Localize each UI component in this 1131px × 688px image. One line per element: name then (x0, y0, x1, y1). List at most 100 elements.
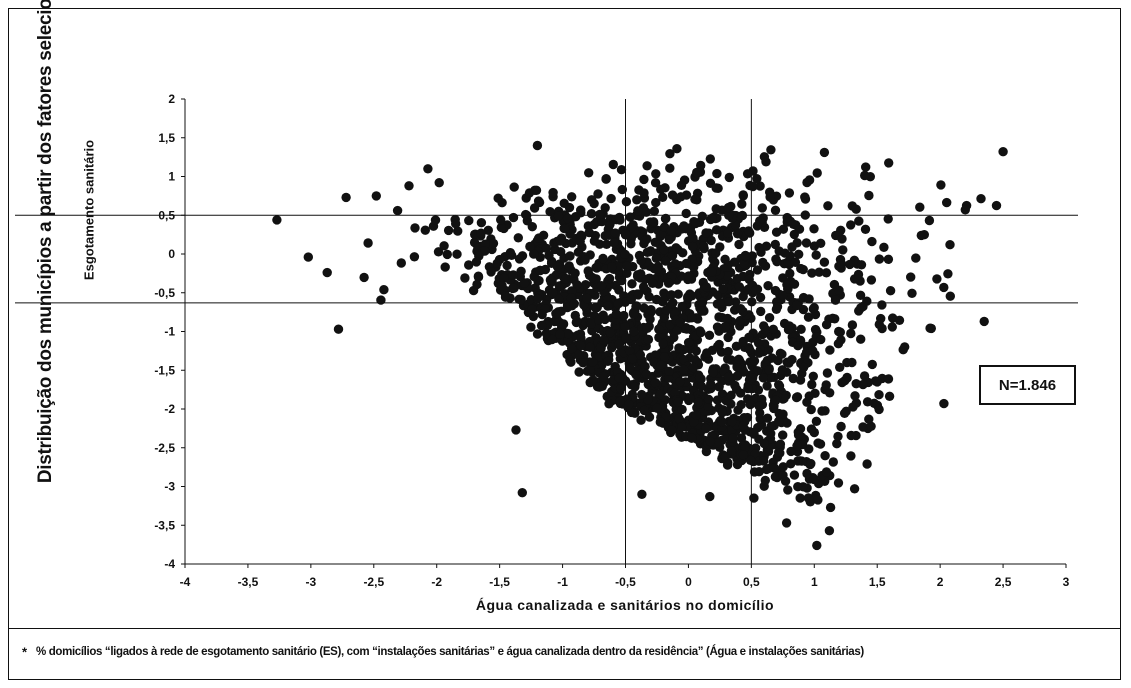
data-point (906, 272, 916, 282)
data-point (939, 398, 949, 409)
data-point (666, 225, 677, 236)
data-point (392, 205, 403, 216)
data-point (548, 288, 558, 298)
data-point (691, 346, 701, 356)
data-point (563, 328, 573, 339)
data-point (672, 325, 683, 335)
data-point (599, 335, 609, 345)
data-point (675, 377, 685, 387)
data-point (976, 194, 986, 204)
data-point (860, 224, 871, 234)
data-point (736, 304, 746, 314)
data-point (791, 300, 802, 311)
data-point (711, 225, 722, 235)
data-point (658, 339, 668, 349)
data-point (847, 357, 857, 368)
data-point (874, 390, 884, 400)
data-point (601, 239, 612, 249)
data-point (548, 187, 558, 198)
data-point (591, 262, 601, 273)
data-point (630, 382, 640, 392)
data-point (759, 438, 769, 449)
data-point (625, 212, 635, 222)
data-point (712, 168, 722, 179)
data-point (757, 203, 767, 213)
data-point (613, 299, 623, 309)
data-point (781, 518, 792, 528)
data-point (774, 447, 784, 457)
data-point (620, 322, 630, 332)
data-point (642, 247, 652, 257)
data-point (804, 175, 815, 185)
data-point (651, 197, 661, 208)
data-point (743, 383, 753, 394)
data-point (663, 278, 674, 288)
data-point (752, 174, 762, 184)
data-point (595, 342, 606, 353)
data-point (789, 470, 800, 480)
data-point (711, 204, 721, 214)
data-point (600, 314, 610, 325)
data-point (727, 416, 737, 427)
y-tick-label: 0,5 (158, 208, 175, 222)
data-point (409, 252, 420, 262)
data-point (864, 414, 874, 424)
data-point (492, 258, 502, 268)
data-point (496, 222, 506, 233)
data-point (552, 262, 563, 272)
data-point (874, 254, 885, 264)
data-point (589, 236, 600, 246)
data-point (588, 375, 598, 385)
data-point (786, 446, 796, 457)
data-point (809, 474, 819, 485)
data-point (798, 362, 809, 373)
data-point (572, 316, 582, 326)
data-point (747, 251, 757, 261)
data-point (722, 271, 732, 281)
data-point (734, 282, 745, 292)
data-point (622, 268, 632, 278)
data-point (756, 306, 766, 317)
data-point (838, 245, 848, 255)
data-point (606, 193, 616, 204)
data-point (560, 274, 571, 284)
data-point (853, 269, 864, 280)
data-point (701, 423, 711, 434)
footnote-divider (8, 628, 1121, 629)
y-tick-label: 1,5 (158, 131, 175, 145)
data-point (614, 212, 625, 223)
data-point (849, 484, 860, 494)
data-point (569, 299, 579, 309)
data-point (644, 292, 654, 302)
data-point (371, 191, 381, 201)
data-point (667, 299, 677, 309)
data-point (586, 319, 596, 329)
data-point (576, 333, 586, 343)
data-point (755, 292, 766, 303)
data-point (640, 235, 650, 246)
data-point (861, 162, 871, 172)
data-point (876, 313, 886, 324)
data-point (473, 271, 484, 281)
data-point (525, 241, 535, 252)
data-point (777, 365, 788, 375)
data-point (732, 362, 742, 372)
data-point (649, 206, 659, 216)
x-tick-label: -3 (306, 575, 317, 589)
data-point (707, 267, 717, 277)
data-point (688, 362, 699, 373)
data-point (817, 406, 827, 416)
data-point (804, 391, 814, 401)
data-point (778, 430, 788, 440)
data-point (627, 353, 638, 364)
data-point (943, 269, 953, 279)
data-point (499, 273, 509, 283)
data-point (785, 268, 795, 279)
data-point (864, 190, 874, 201)
data-point (433, 247, 444, 257)
data-point (597, 216, 607, 227)
data-point (633, 290, 643, 300)
x-tick-label: -2 (431, 575, 442, 589)
data-point (589, 198, 599, 209)
